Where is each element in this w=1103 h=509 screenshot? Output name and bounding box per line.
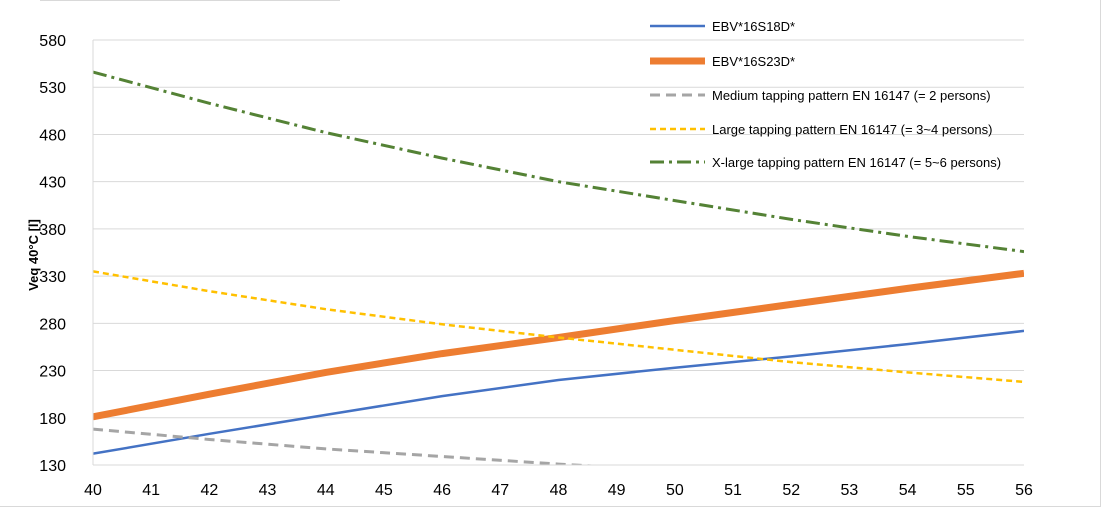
x-tick-label: 52 [782, 482, 800, 499]
x-tick-label: 45 [375, 482, 393, 499]
y-tick-label: 530 [39, 80, 66, 97]
legend-label-4: Large tapping pattern EN 16147 (= 3~4 pe… [712, 122, 992, 137]
x-tick-label: 55 [957, 482, 975, 499]
legend-label-2: EBV*16S23D* [712, 54, 795, 69]
y-tick-label: 230 [39, 364, 66, 381]
x-tick-label: 42 [200, 482, 218, 499]
series-line-5 [93, 70, 1024, 254]
legend-label-3: Medium tapping pattern EN 16147 (= 2 per… [712, 88, 991, 103]
y-axis-title: Veq 40°C [l] [26, 219, 41, 291]
axes: 130 180 230 280 330 380 430 480 530 580 40 41 42 43 44… [39, 33, 1033, 499]
y-tick-label: 280 [39, 316, 66, 333]
y-tick-label: 580 [39, 33, 66, 50]
legend-label-5: X-large tapping pattern EN 16147 (= 5~6 … [712, 155, 1001, 170]
y-tick-label: 480 [39, 127, 66, 144]
y-tick-label: 430 [39, 175, 66, 192]
y-tick-label: 380 [39, 222, 66, 239]
series-line-1 [93, 329, 1024, 455]
series-line-4 [93, 270, 1024, 384]
x-tick-label: 43 [259, 482, 277, 499]
x-tick-label: 48 [550, 482, 568, 499]
legend: EBV*16S18D* EBV*16S23D* Medium tapping pat… [650, 19, 1001, 170]
y-tick-label: 330 [39, 269, 66, 286]
x-tick-label: 46 [433, 482, 451, 499]
x-tick-label: 50 [666, 482, 684, 499]
x-tick-label: 41 [142, 482, 160, 499]
cropped-top-edge [40, 0, 340, 4]
x-tick-label: 49 [608, 482, 626, 499]
legend-label-1: EBV*16S18D* [712, 19, 795, 34]
x-tick-label: 51 [724, 482, 742, 499]
series-line-3 [93, 427, 601, 465]
x-tick-label: 54 [899, 482, 917, 499]
x-tick-label: 44 [317, 482, 335, 499]
x-tick-label: 53 [841, 482, 859, 499]
series-lines [93, 70, 1024, 465]
x-tick-label: 56 [1015, 482, 1033, 499]
x-tick-label: 47 [491, 482, 509, 499]
x-tick-label: 40 [84, 482, 102, 499]
y-tick-label: 180 [39, 411, 66, 428]
y-tick-label: 130 [39, 458, 66, 475]
